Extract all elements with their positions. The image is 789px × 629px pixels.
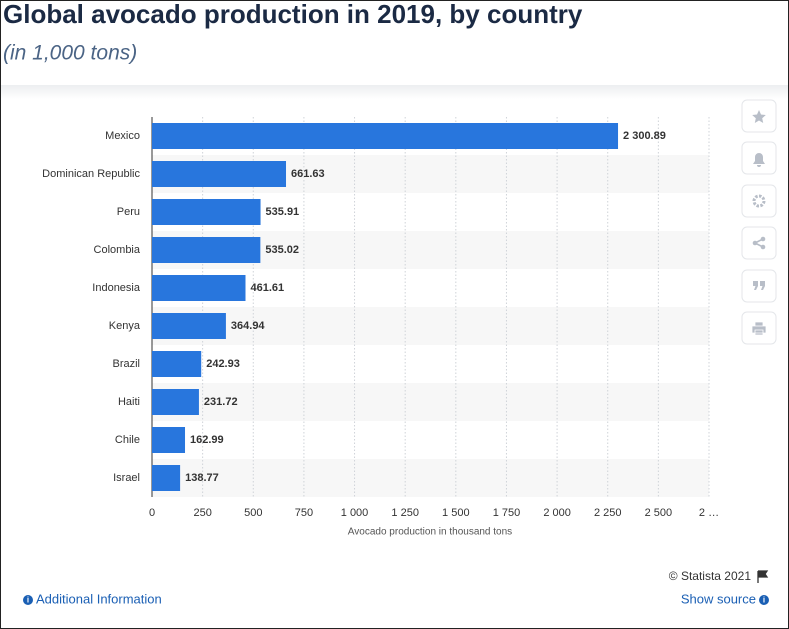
share-button[interactable]	[741, 226, 777, 260]
bar	[152, 237, 261, 263]
info-icon	[759, 595, 769, 605]
gear-icon	[752, 194, 766, 208]
x-tick-label: 500	[244, 507, 262, 519]
y-tick-label: Israel	[113, 472, 140, 484]
row-band	[152, 459, 709, 497]
data-label: 242.93	[206, 358, 240, 370]
bar	[152, 199, 261, 225]
y-tick-label: Colombia	[94, 244, 141, 256]
y-tick-label: Dominican Republic	[42, 168, 140, 180]
bell-icon	[753, 153, 765, 167]
bar	[152, 389, 199, 415]
data-label: 2 300.89	[623, 130, 666, 142]
chart-title: Global avocado production in 2019, by co…	[3, 1, 583, 29]
x-tick-label: 2 …	[699, 507, 719, 519]
show-source-link[interactable]: Show source	[681, 591, 756, 606]
settings-button[interactable]	[741, 184, 777, 218]
y-tick-label: Brazil	[112, 358, 140, 370]
x-tick-label: 2 250	[594, 507, 622, 519]
data-label: 231.72	[204, 396, 238, 408]
bar	[152, 351, 202, 377]
row-band	[152, 383, 709, 421]
toolbar	[741, 99, 777, 345]
data-label: 364.94	[231, 320, 266, 332]
x-tick-label: 1 500	[442, 507, 470, 519]
share-dot	[760, 244, 766, 250]
x-tick-label: 750	[295, 507, 313, 519]
y-tick-label: Haiti	[118, 396, 140, 408]
data-label: 162.99	[190, 434, 224, 446]
data-label: 138.77	[185, 472, 219, 484]
quote-icon	[753, 281, 765, 290]
flag-icon[interactable]	[757, 570, 769, 583]
printer-icon	[751, 321, 767, 336]
data-label: 461.61	[250, 282, 284, 294]
bar	[152, 427, 186, 453]
info-glyph: i	[27, 596, 29, 605]
panel-shadow	[1, 85, 788, 99]
data-label: 535.91	[266, 206, 300, 218]
additional-info-link[interactable]: Additional Information	[36, 591, 162, 606]
bar	[152, 123, 619, 149]
y-tick-label: Chile	[115, 434, 140, 446]
x-tick-label: 1 000	[341, 507, 369, 519]
bar	[152, 275, 246, 301]
copyright: © Statista 2021	[669, 569, 752, 583]
bar	[152, 161, 287, 187]
row-band	[152, 307, 709, 345]
bar	[152, 465, 181, 491]
share-dot	[752, 240, 758, 246]
y-tick-label: Mexico	[105, 130, 140, 142]
info-icon	[23, 595, 33, 605]
x-tick-label: 1 750	[493, 507, 521, 519]
plot-area: 0 250 500 750 1 000 1 250 1 500 1 750 2 000 2 250…	[42, 117, 719, 519]
y-tick-label: Indonesia	[92, 282, 141, 294]
data-label: 661.63	[291, 168, 325, 180]
x-tick-label: 2 000	[543, 507, 571, 519]
x-axis-label: Avocado production in thousand tons	[348, 527, 512, 538]
x-tick-label: 1 250	[391, 507, 419, 519]
x-tick-label: 2 500	[645, 507, 673, 519]
cite-button[interactable]	[741, 269, 777, 303]
x-tick-label: 0	[149, 507, 155, 519]
star-icon	[752, 110, 766, 123]
bar	[152, 313, 226, 339]
x-tick-label: 250	[193, 507, 211, 519]
chart-subtitle: (in 1,000 tons)	[3, 42, 137, 65]
share-dot	[760, 236, 766, 242]
y-tick-label: Kenya	[109, 320, 141, 332]
info-glyph: i	[763, 596, 765, 605]
data-label: 535.02	[265, 244, 299, 256]
y-tick-label: Peru	[117, 206, 140, 218]
